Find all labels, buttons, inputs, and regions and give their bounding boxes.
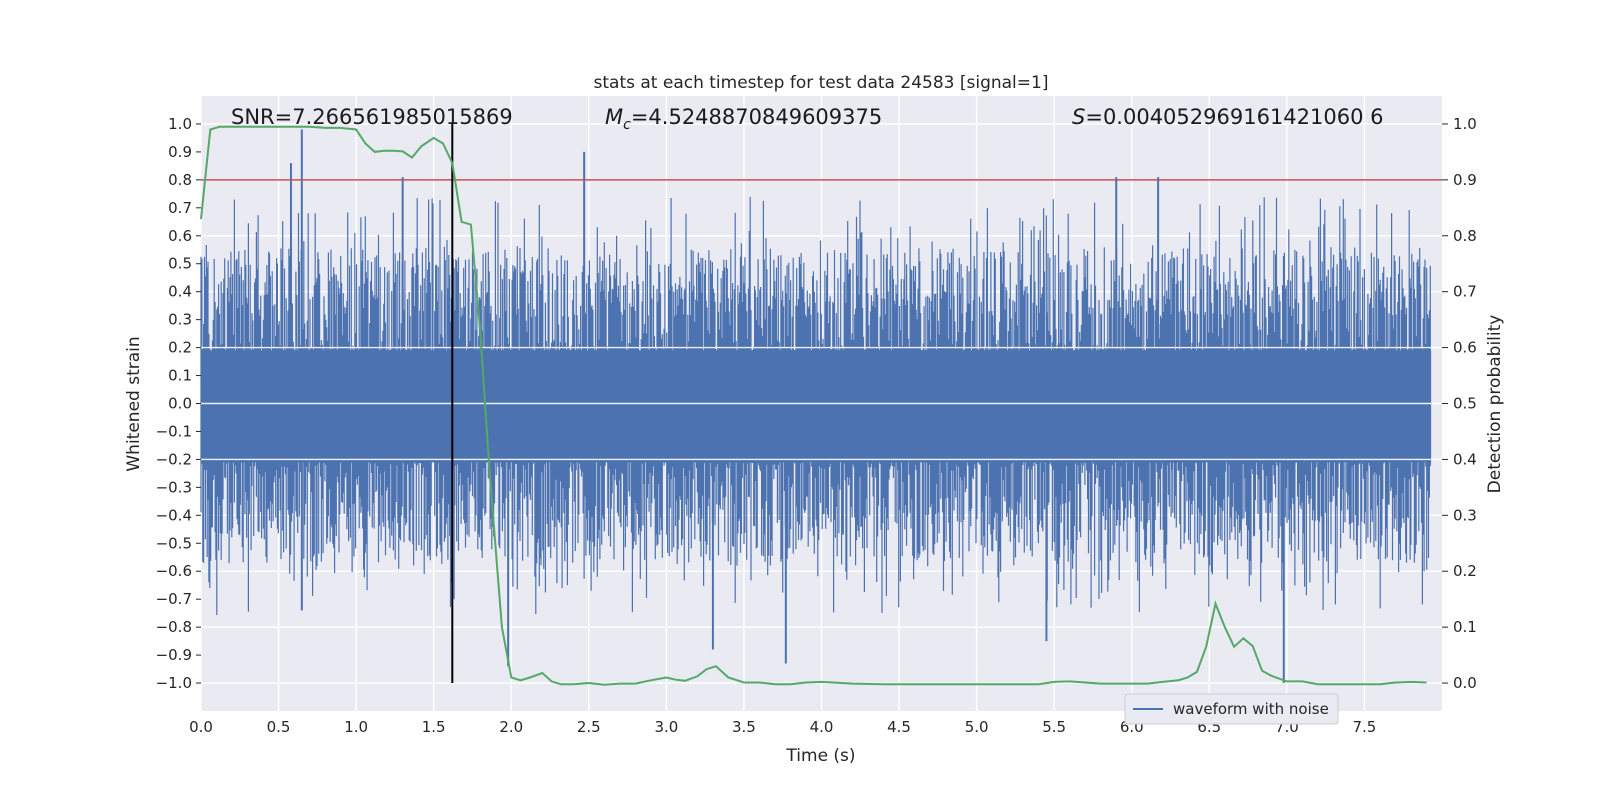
- y-tick-13: −0.3: [156, 478, 192, 496]
- x-tick-10: 5.0: [965, 718, 989, 736]
- mc-subscript: c: [623, 117, 631, 133]
- x-tick-0: 0.0: [189, 718, 213, 736]
- y-tick-5: 0.5: [168, 255, 192, 273]
- legend: waveform with noise: [1124, 693, 1339, 725]
- y-tick-labels: 1.0 0.9 0.8 0.7 0.6 0.5 0.4 0.3 0.2 0.1 0.0 −0.1 −0.…: [156, 115, 201, 692]
- y2-tick-8: 0.2: [1453, 562, 1477, 580]
- y-axis-label: Whitened strain: [124, 336, 144, 471]
- chart-title: stats at each timestep for test data 245…: [594, 73, 1049, 93]
- x-tick-5: 2.5: [577, 718, 601, 736]
- x-tick-3: 1.5: [422, 718, 446, 736]
- y2-tick-1: 0.9: [1453, 171, 1477, 189]
- y-tick-20: −1.0: [156, 674, 192, 692]
- y-tick-3: 0.7: [168, 199, 192, 217]
- waveform-dense-band: [201, 350, 1432, 463]
- y-tick-19: −0.9: [156, 646, 192, 664]
- y2-tick-2: 0.8: [1453, 227, 1477, 245]
- snr-annotation: SNR=7.266561985015869: [231, 105, 513, 129]
- y2-tick-9: 0.1: [1453, 618, 1477, 636]
- x-tick-15: 7.5: [1353, 718, 1377, 736]
- y-tick-2: 0.8: [168, 171, 192, 189]
- y-tick-16: −0.6: [156, 562, 192, 580]
- y2-tick-10: 0.0: [1453, 674, 1477, 692]
- y-tick-1: 0.9: [168, 143, 192, 161]
- y-tick-18: −0.8: [156, 618, 192, 636]
- y2-axis-label: Detection probability: [1485, 315, 1505, 494]
- legend-box: [1124, 693, 1339, 725]
- y-tick-14: −0.4: [156, 506, 192, 524]
- y-tick-12: −0.2: [156, 450, 192, 468]
- y-tick-6: 0.4: [168, 283, 192, 301]
- y2-tick-7: 0.3: [1453, 506, 1477, 524]
- x-tick-6: 3.0: [654, 718, 678, 736]
- y2-tick-4: 0.6: [1453, 339, 1477, 357]
- chirp-mass-annotation: Mc=4.5248870849609375: [605, 105, 882, 133]
- x-tick-7: 3.5: [732, 718, 756, 736]
- mc-symbol: M: [605, 105, 623, 129]
- y-tick-9: 0.1: [168, 367, 192, 385]
- legend-label: waveform with noise: [1173, 700, 1329, 718]
- y2-tick-6: 0.4: [1453, 450, 1477, 468]
- x-axis-label: Time (s): [785, 746, 855, 766]
- s-value: =0.004052969161421060 6: [1085, 105, 1383, 129]
- x-tick-8: 4.0: [810, 718, 834, 736]
- detection-probability-line: [200, 125, 1427, 686]
- y2-tick-3: 0.7: [1453, 283, 1477, 301]
- y-tick-15: −0.5: [156, 534, 192, 552]
- y2-tick-0: 1.0: [1453, 115, 1477, 133]
- x-tick-4: 2.0: [499, 718, 523, 736]
- y2-tick-labels: 1.0 0.9 0.8 0.7 0.6 0.5 0.4 0.3 0.2 0.1 0.0: [1442, 115, 1477, 692]
- x-tick-11: 5.5: [1042, 718, 1066, 736]
- y-tick-10: 0.0: [168, 395, 192, 413]
- x-tick-2: 1.0: [344, 718, 368, 736]
- x-tick-9: 4.5: [887, 718, 911, 736]
- s-symbol: S: [1072, 105, 1085, 129]
- y-tick-7: 0.3: [168, 311, 192, 329]
- y-tick-17: −0.7: [156, 590, 192, 608]
- y-tick-4: 0.6: [168, 227, 192, 245]
- s-annotation: S=0.004052969161421060 6: [1072, 105, 1384, 129]
- y-tick-0: 1.0: [168, 115, 192, 133]
- x-tick-1: 0.5: [267, 718, 291, 736]
- waveform-series: [200, 129, 1442, 684]
- y-tick-8: 0.2: [168, 339, 192, 357]
- y2-tick-5: 0.5: [1453, 395, 1477, 413]
- mc-value: =4.5248870849609375: [631, 105, 882, 129]
- y-tick-11: −0.1: [156, 422, 192, 440]
